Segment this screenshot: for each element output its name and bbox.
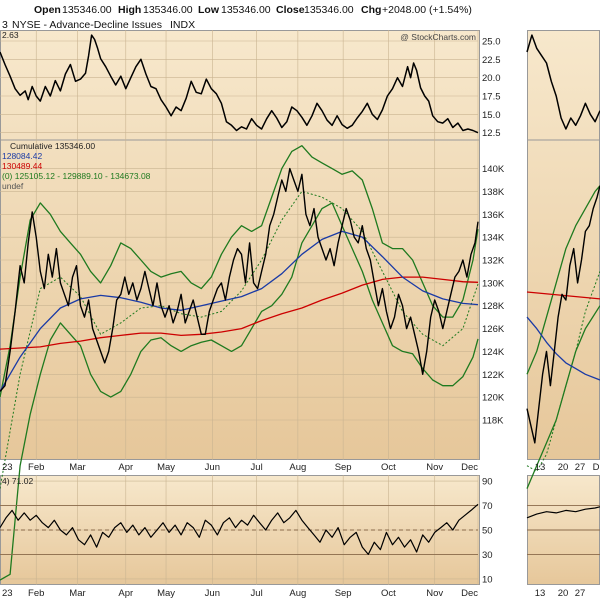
price-line	[0, 167, 479, 392]
rsi-month-label: Apr	[118, 588, 133, 599]
main-y-tick-label: 138K	[482, 187, 505, 198]
month-label: Oct	[381, 462, 396, 473]
header-symbol: NYSE - Advance-Decline Issues	[12, 19, 162, 31]
rsi-line	[0, 503, 479, 556]
chg-value: +2048.00 (+1.54%)	[382, 4, 472, 16]
main-panel-bg	[0, 30, 480, 460]
month-label: Dec	[461, 462, 478, 473]
month-label: Mar	[69, 462, 85, 473]
month-label: Jun	[205, 462, 220, 473]
rsi-month-label: Jun	[205, 588, 220, 599]
month-label: Sep	[335, 462, 352, 473]
rsi-month-label: Dec	[461, 588, 478, 599]
main-y-tick-label: 124K	[482, 347, 505, 358]
low-value: 135346.00	[221, 4, 271, 16]
main-frame	[0, 30, 480, 460]
band-lower-line	[0, 202, 479, 581]
legend-undef: undef	[2, 181, 24, 191]
legend-red-value: 130489.44	[2, 161, 42, 171]
rsi-month-label: Jul	[251, 588, 263, 599]
open-value: 135346.00	[62, 4, 112, 16]
main-y-tick-label: 140K	[482, 164, 505, 175]
close-label: Close	[276, 4, 305, 16]
right-band-upper	[526, 185, 600, 375]
right-x-label: D	[593, 462, 600, 473]
month-label: Aug	[289, 462, 306, 473]
low-label: Low	[198, 4, 219, 16]
rsi-y-tick-label: 90	[482, 477, 493, 488]
rsi-month-label: May	[157, 588, 175, 599]
main-y-tick-label: 120K	[482, 393, 505, 404]
right-top-line	[526, 34, 600, 130]
month-label: Nov	[426, 462, 443, 473]
top-indicator-line	[0, 34, 479, 134]
main-y-tick-label: 134K	[482, 233, 505, 244]
rsi-y-tick-label: 50	[482, 526, 493, 537]
rsi-month-label: Feb	[28, 588, 44, 599]
legend-blue-value: 128084.42	[2, 151, 42, 161]
top-y-tick-label: 25.0	[482, 37, 501, 48]
chart-header: 3 NYSE - Advance-Decline Issues INDX	[0, 0, 600, 32]
main-y-tick-label: 136K	[482, 210, 505, 221]
top-y-tick-label: 12.5	[482, 128, 501, 139]
right-price-line	[526, 185, 600, 444]
main-y-tick-label: 130K	[482, 278, 505, 289]
high-label: High	[118, 4, 142, 16]
right-ma-blue	[526, 316, 600, 381]
month-label: Jul	[251, 462, 263, 473]
legend-band-values: (0) 125105.12 - 129889.10 - 134673.08	[2, 171, 151, 181]
ohlc-bar: Open 135346.00 High 135346.00 Low 135346…	[0, 0, 600, 18]
main-y-tick-label: 132K	[482, 256, 505, 267]
month-label: 23	[2, 462, 13, 473]
rsi-month-label: Sep	[335, 588, 352, 599]
month-label: Feb	[28, 462, 44, 473]
rsi-month-label: Mar	[69, 588, 85, 599]
right-rsi-line	[526, 506, 600, 519]
right-bottom-label: 13	[535, 588, 546, 599]
main-y-tick-label: 118K	[482, 416, 504, 427]
right-band-lower	[526, 305, 600, 489]
right-x-label: 20	[558, 462, 569, 473]
rsi-legend: 4) 71.02	[2, 476, 33, 486]
rsi-y-tick-label: 70	[482, 501, 493, 512]
month-label: Apr	[118, 462, 133, 473]
top-y-tick-label: 20.0	[482, 73, 501, 84]
watermark: @ StockCharts.com	[400, 32, 476, 42]
rsi-y-tick-label: 30	[482, 550, 493, 561]
right-x-label: 13	[535, 462, 546, 473]
main-legend-title: Cumulative 135346.00	[10, 141, 95, 151]
header-date-fragment: 3	[2, 19, 8, 31]
rsi-month-label: Oct	[381, 588, 396, 599]
right-x-label: 27	[575, 462, 586, 473]
open-label: Open	[34, 4, 61, 16]
main-y-tick-label: 126K	[482, 324, 505, 335]
right-bottom-label: 27	[575, 588, 586, 599]
top-y-tick-label: 22.5	[482, 55, 501, 66]
close-value: 135346.00	[304, 4, 354, 16]
header-exchange: INDX	[170, 19, 196, 31]
main-y-tick-label: 128K	[482, 301, 505, 312]
right-bottom-label: 20	[558, 588, 569, 599]
right-main-bg	[527, 30, 600, 460]
high-value: 135346.00	[143, 4, 193, 16]
rsi-y-tick-label: 10	[482, 574, 493, 585]
top-legend-value: 2.63	[2, 30, 19, 40]
month-label: May	[157, 462, 175, 473]
top-y-tick-label: 15.0	[482, 110, 501, 121]
band-upper-line	[0, 145, 479, 398]
rsi-month-label: Nov	[426, 588, 443, 599]
top-y-tick-label: 17.5	[482, 92, 501, 103]
chg-label: Chg	[361, 4, 382, 16]
rsi-month-label: 23	[2, 588, 13, 599]
main-y-tick-label: 122K	[482, 370, 505, 381]
rsi-month-label: Aug	[289, 588, 306, 599]
